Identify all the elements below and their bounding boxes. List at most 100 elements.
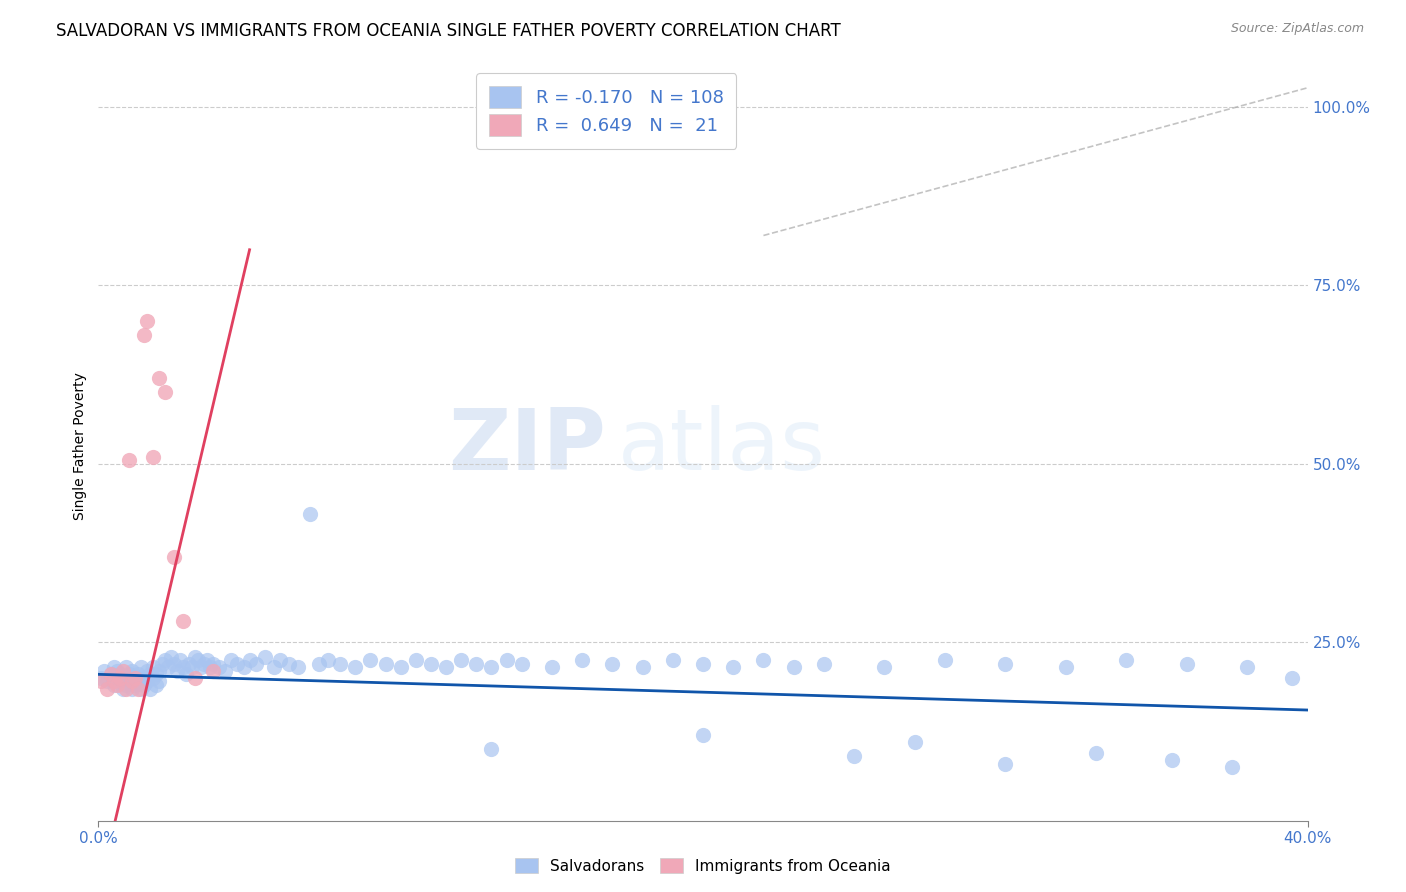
Point [202,657,225,671]
Point [105,664,128,678]
Point [145,667,167,681]
Point [329,657,352,671]
Point [121,664,143,678]
Point [111,671,134,685]
Point [232,660,254,674]
Point [124,671,146,685]
Point [202,664,225,678]
Point [148,664,170,678]
Point [148,674,170,689]
Point [481,742,503,756]
Point [169,653,191,667]
Point [299,507,322,521]
Point [450,653,472,667]
Point [181,660,204,674]
Point [150,657,173,671]
Point [571,653,593,667]
Point [195,653,218,667]
Point [465,657,488,671]
Point [105,678,128,692]
Point [389,660,412,674]
Point [96,681,118,696]
Point [434,660,457,674]
Point [114,681,136,696]
Point [179,657,201,671]
Point [269,653,291,667]
Point [132,328,155,343]
Point [135,674,157,689]
Point [692,728,714,742]
Point [148,371,170,385]
Point [221,653,243,667]
Point [127,667,149,681]
Point [934,653,956,667]
Point [129,660,152,674]
Point [208,660,231,674]
Y-axis label: Single Father Poverty: Single Father Poverty [73,372,87,520]
Point [163,549,186,564]
Point [142,450,165,464]
Point [316,653,339,667]
Point [135,664,157,678]
Point [813,657,835,671]
Point [139,681,162,696]
Point [142,660,165,674]
Point [118,667,141,681]
Point [844,749,866,764]
Point [124,678,146,692]
Point [96,674,118,689]
Point [111,681,134,696]
Point [114,660,136,674]
Text: Source: ZipAtlas.com: Source: ZipAtlas.com [1230,22,1364,36]
Point [135,314,157,328]
Point [1175,657,1198,671]
Point [121,681,143,696]
Point [172,660,194,674]
Point [184,671,207,685]
Point [145,678,167,692]
Point [1115,653,1137,667]
Point [287,660,309,674]
Point [124,671,146,685]
Point [121,674,143,689]
Point [93,664,115,678]
Point [723,660,745,674]
Point [495,653,517,667]
Point [118,674,141,689]
Point [239,653,262,667]
Text: atlas: atlas [619,404,827,488]
Point [153,385,176,400]
Point [114,678,136,692]
Legend: Salvadorans, Immigrants from Oceania: Salvadorans, Immigrants from Oceania [509,852,897,880]
Point [214,664,236,678]
Point [90,674,112,689]
Point [184,649,207,664]
Point [602,657,624,671]
Point [103,660,125,674]
Point [1236,660,1258,674]
Point [172,614,194,628]
Point [190,660,212,674]
Point [253,649,276,664]
Point [783,660,806,674]
Point [100,667,122,681]
Point [142,671,165,685]
Point [540,660,562,674]
Point [160,649,183,664]
Point [245,657,267,671]
Point [193,657,215,671]
Point [129,681,152,696]
Point [174,667,197,681]
Point [166,664,188,678]
Point [631,660,654,674]
Point [118,453,141,467]
Point [1085,746,1108,760]
Point [108,671,131,685]
Point [153,653,176,667]
Point [108,674,131,689]
Point [752,653,775,667]
Point [904,735,927,749]
Point [132,678,155,692]
Text: ZIP: ZIP [449,404,606,488]
Point [127,681,149,696]
